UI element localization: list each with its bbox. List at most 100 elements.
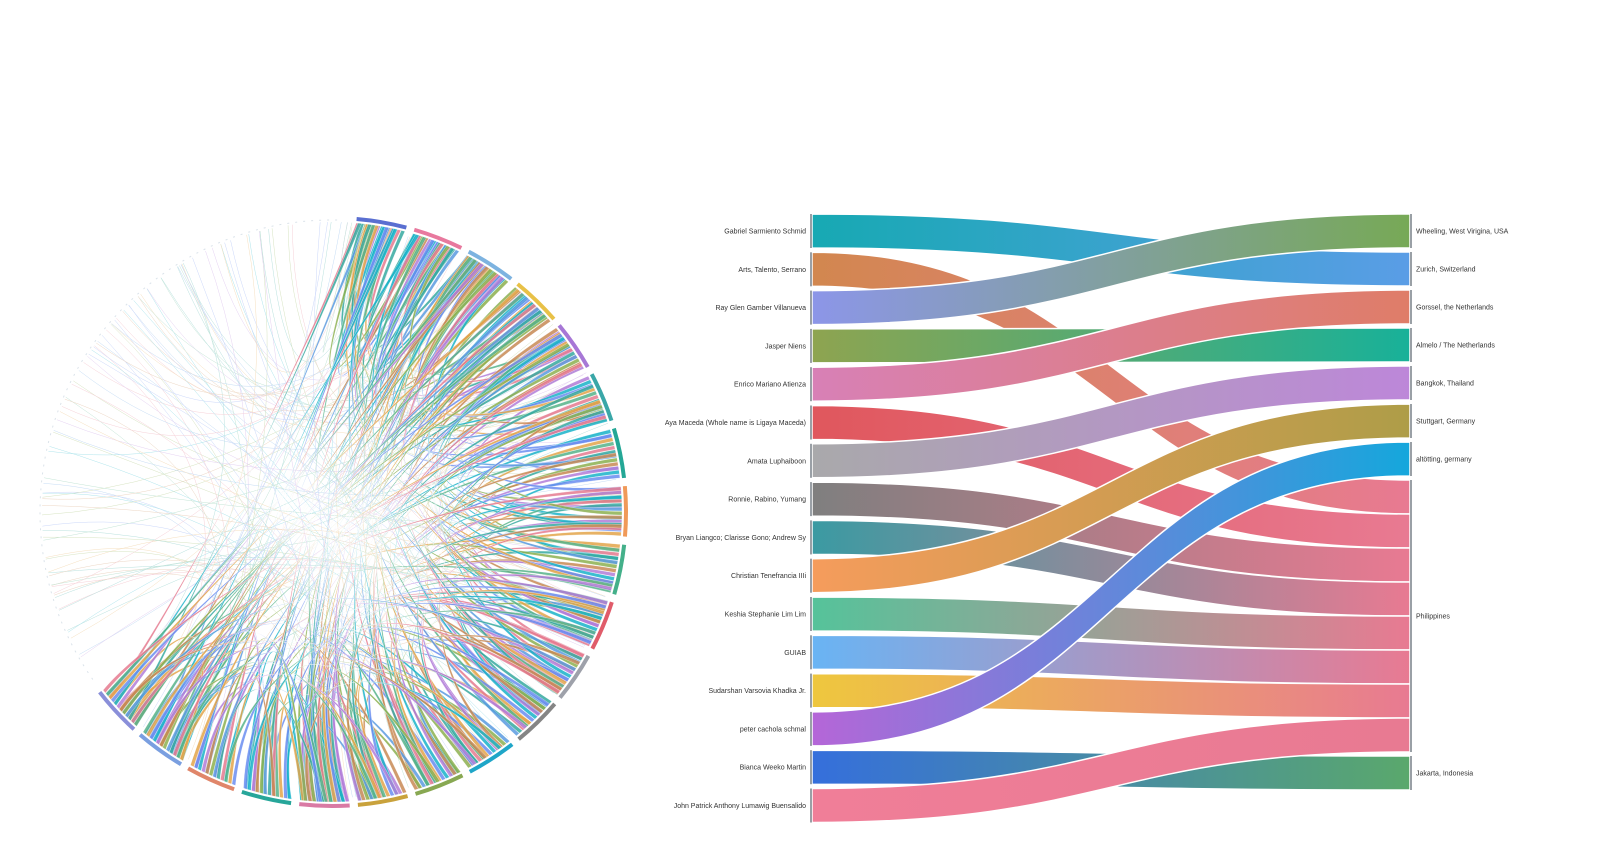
sankey-source-node	[810, 252, 812, 287]
sankey-target-node	[1410, 442, 1412, 476]
sankey-nodes	[810, 214, 1412, 823]
chord-segment-arc	[558, 654, 591, 699]
chord-segment-arc	[611, 427, 627, 479]
chord-segment-arc	[467, 249, 513, 281]
sankey-source-label: Enrico Mariano Atienza	[734, 382, 806, 389]
sankey-target-label: Wheeling, West Virigina, USA	[1416, 229, 1509, 236]
sankey-source-label: Aya Maceda (Whole name is Ligaya Maceda)	[665, 420, 806, 427]
sankey-target-node	[1410, 756, 1412, 790]
sankey-target-node	[1410, 328, 1412, 362]
sankey-source-label: peter cacholа schmal	[740, 726, 807, 733]
sankey-target-label: altötting, germany	[1416, 457, 1472, 464]
chord-ribbon	[116, 262, 485, 709]
chord-ribbon	[172, 303, 537, 757]
chord-segment-arc	[357, 794, 409, 807]
sankey-source-label: John Patrick Anthony Lumawig Buensalido	[674, 803, 806, 810]
sankey-target-node	[1410, 480, 1412, 752]
sankey-source-label: Sudarshan Varsovia Khadka Jr.	[708, 688, 806, 695]
sankey-labels: Gabriel Sarmiento Schmid Arts, Talento, S…	[665, 229, 1509, 811]
chord-segment-arc	[517, 702, 557, 741]
sankey-source-node	[810, 443, 812, 478]
sankey-target-label: Stuttgart, Germany	[1416, 419, 1476, 426]
sankey-target-node	[1410, 366, 1412, 400]
chord-ribbon	[376, 256, 473, 784]
chord-ribbon	[372, 266, 490, 791]
chord-ribbon	[300, 657, 528, 802]
sankey-source-node	[810, 520, 812, 555]
chord-ribbon	[127, 222, 362, 721]
sankey-target-label: Jakarta, Indonesia	[1416, 771, 1473, 778]
chord-diagram	[39, 217, 628, 808]
sankey-source-label: Christian Tenefrancia IIIi	[731, 573, 806, 580]
sankey-source-node	[810, 711, 812, 746]
sankey-source-node	[810, 328, 812, 363]
chord-ribbon	[145, 399, 602, 738]
sankey-source-label: Keshia Stephanie Lim Lim	[725, 612, 806, 619]
chord-ribbon	[149, 630, 323, 802]
chord-ribbon	[354, 225, 595, 640]
sankey-source-label: Ronnie, Rabino, Yumang	[728, 497, 806, 504]
chord-ribbon	[155, 640, 477, 766]
sankey-source-node	[810, 482, 812, 517]
sankey-source-label: Bianca Weeko Martin	[740, 765, 807, 772]
sankey-source-label: Jasper Niens	[765, 343, 806, 350]
chord-segment-arc	[98, 690, 136, 731]
chord-segment-arc	[356, 217, 407, 230]
sankey-source-node	[810, 788, 812, 823]
chord-ribbon	[110, 333, 564, 703]
sankey-source-label: Bryan Liangco; Clarisse Gono; Andrew Sy	[676, 535, 807, 542]
chord-ribbon	[363, 236, 529, 728]
sankey-source-node	[810, 214, 812, 248]
sankey-target-node	[1410, 214, 1412, 248]
sankey-source-node	[810, 597, 812, 631]
sankey-source-label: Arts, Talento, Serrano	[738, 267, 806, 274]
chord-segment-arc	[612, 544, 627, 595]
sankey-source-label: Amata Luphaiboon	[747, 458, 806, 465]
chord-ribbon	[102, 415, 607, 694]
sankey-target-node	[1410, 404, 1412, 438]
chord-segment-arc	[241, 789, 292, 806]
sankey-diagram: Gabriel Sarmiento Schmid Arts, Talento, S…	[665, 213, 1509, 824]
sankey-source-label: Ray Glen Gamber Villanueva	[715, 305, 806, 312]
sankey-source-node	[810, 558, 812, 593]
chord-ribbon	[308, 224, 376, 803]
chord-segment-arc	[622, 485, 628, 537]
chord-segment-arc	[187, 766, 235, 792]
chord-ribbon	[152, 228, 398, 743]
sankey-source-node	[810, 673, 812, 708]
sankey-source-node	[810, 405, 812, 440]
sankey-source-label: Gabriel Sarmiento Schmid	[724, 229, 806, 236]
chord-segment-arc	[414, 773, 464, 796]
chord-segment-arc	[138, 733, 183, 766]
chord-segment-arc	[299, 802, 350, 808]
chord-segment-arc	[589, 373, 614, 422]
chord-ribbon	[373, 362, 583, 785]
chord-segment-arc	[516, 282, 556, 321]
chord-ribbon	[193, 226, 390, 770]
sankey-target-label: Almelo / The Netherlands	[1416, 343, 1495, 350]
sankey-source-node	[810, 750, 812, 785]
chord-ribbon	[368, 384, 595, 787]
sankey-source-label: GUIAB	[784, 650, 806, 657]
sankey-target-label: Gorssel, the Netherlands	[1416, 305, 1494, 312]
chord-ribbon	[421, 574, 613, 751]
sankey-target-label: Bangkok, Thailand	[1416, 381, 1474, 388]
chord-ribbon	[119, 640, 488, 760]
chord-segment-arc	[413, 227, 463, 250]
chord-segment-arc	[557, 324, 590, 368]
chord-ribbon	[380, 268, 494, 774]
chord-segment-arc	[590, 601, 614, 650]
sankey-target-node	[1410, 290, 1412, 324]
chord-arcs	[98, 217, 628, 808]
sankey-target-node	[1410, 252, 1412, 286]
chord-ribbon	[105, 258, 478, 697]
chord-ribbons	[102, 222, 623, 803]
chord-ribbon	[414, 600, 585, 731]
sankey-source-node	[810, 290, 812, 325]
sankey-source-node	[810, 367, 812, 402]
sankey-source-node	[810, 635, 812, 670]
sankey-target-label: Philippines	[1416, 614, 1450, 621]
sankey-target-label: Zurich, Switzerland	[1416, 267, 1476, 274]
sankey-links	[811, 213, 1411, 824]
